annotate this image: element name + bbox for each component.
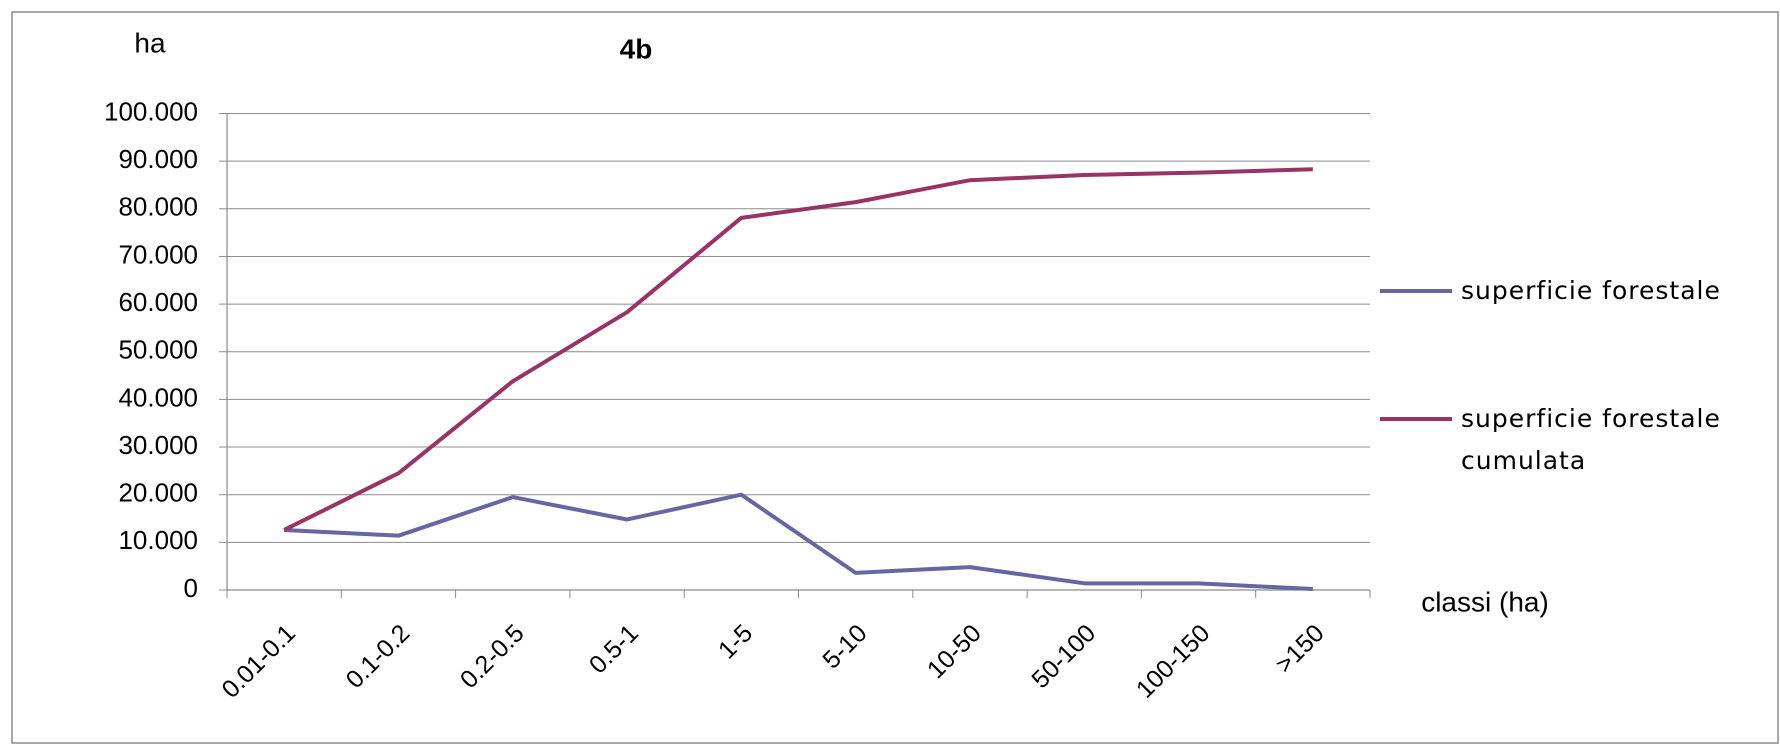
y-tick-label: 40.000 — [118, 382, 198, 412]
y-tick-label: 60.000 — [118, 287, 198, 317]
x-tick-label: 0.5-1 — [584, 619, 644, 679]
y-tick-label: 70.000 — [118, 239, 198, 269]
x-tick-label: 0.1-0.2 — [341, 619, 416, 694]
chart-frame — [11, 11, 1779, 744]
y-tick-label: 100.000 — [104, 96, 198, 126]
x-tick-label: 5-10 — [817, 619, 872, 674]
x-tick-label: 0.2-0.5 — [455, 619, 530, 694]
y-tick-label: 80.000 — [118, 192, 198, 222]
y-tick-label: 20.000 — [118, 478, 198, 508]
series-line — [284, 492, 1313, 592]
x-tick-label: 1-5 — [713, 619, 758, 664]
x-tick-label: 100-150 — [1131, 619, 1216, 704]
x-tick-label: >150 — [1270, 619, 1330, 679]
y-tick-label: 30.000 — [118, 430, 198, 460]
y-tick-label: 90.000 — [118, 144, 198, 174]
y-axis-label: ha — [134, 27, 166, 58]
legend-label: superficie forestale — [1461, 276, 1721, 305]
y-tick-label: 0 — [184, 573, 198, 603]
x-tick-label: 50-100 — [1026, 619, 1101, 694]
x-tick-label: 0.01-0.1 — [216, 619, 301, 704]
y-tick-label: 10.000 — [118, 525, 198, 555]
y-tick-label: 50.000 — [118, 335, 198, 365]
legend-label: superficie forestale cumulata — [1461, 404, 1721, 475]
chart-title: 4b — [620, 33, 653, 64]
x-tick-label: 10-50 — [922, 619, 987, 684]
series-line — [283, 167, 1313, 532]
x-axis-label: classi (ha) — [1421, 586, 1549, 617]
